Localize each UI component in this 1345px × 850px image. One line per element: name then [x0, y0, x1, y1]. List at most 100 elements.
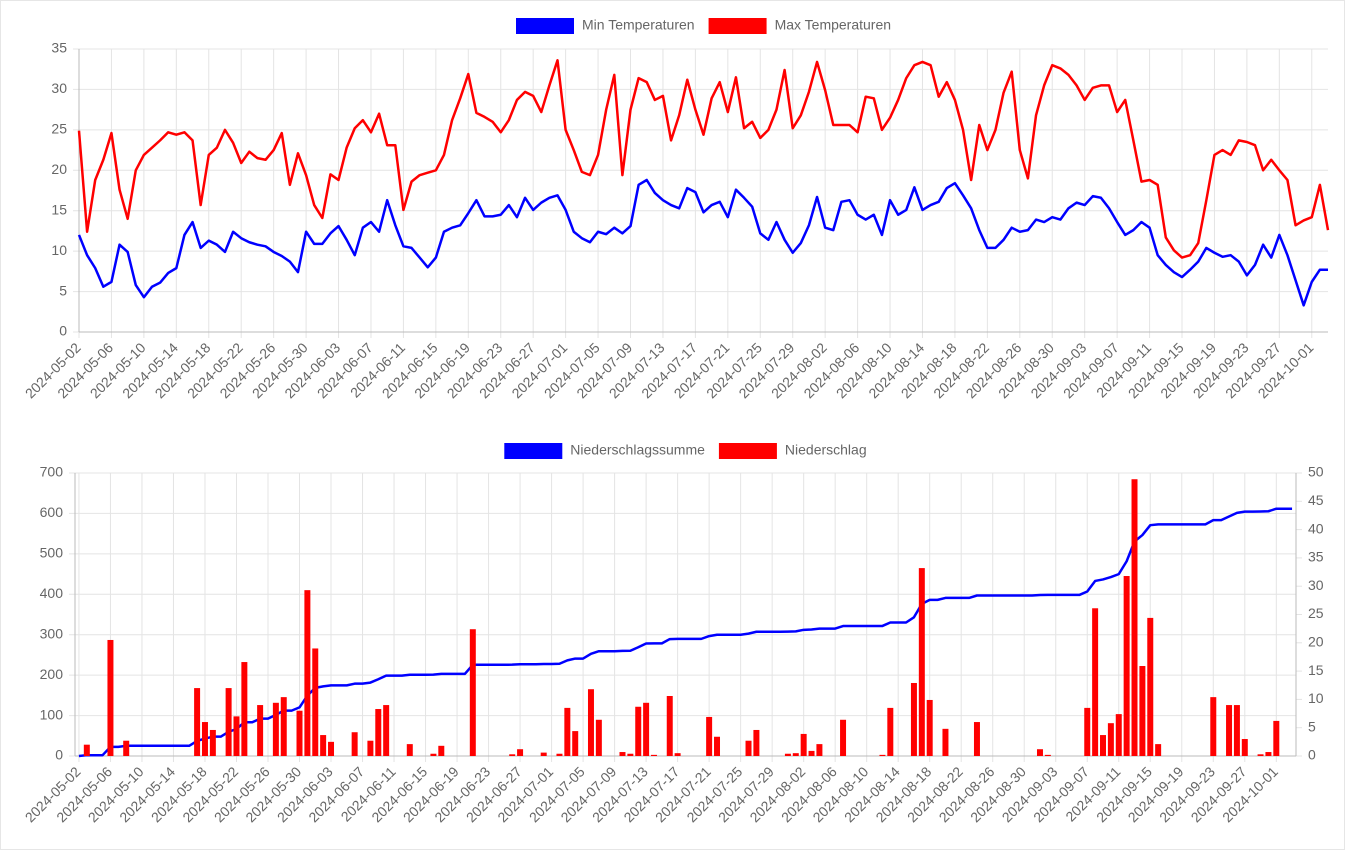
- bar: [1036, 749, 1043, 756]
- y-tick-label: 600: [40, 504, 64, 520]
- bar: [225, 688, 232, 756]
- line: [77, 178, 1328, 307]
- bar: [1257, 754, 1264, 756]
- bar: [753, 729, 760, 756]
- bar: [1241, 739, 1248, 756]
- bar: [1265, 752, 1272, 756]
- bar: [233, 716, 240, 756]
- legend-swatch: [718, 443, 777, 459]
- legend-label: Niederschlagssumme: [570, 442, 705, 458]
- bar: [1044, 754, 1051, 756]
- y2-tick-label: 40: [1308, 520, 1324, 536]
- bar: [209, 729, 216, 756]
- line: [77, 59, 1330, 259]
- bar: [257, 705, 264, 756]
- bar: [635, 706, 642, 756]
- y-tick-label: 300: [40, 625, 64, 641]
- bar: [918, 568, 925, 756]
- y2-tick-label: 0: [1308, 747, 1316, 763]
- bar: [650, 754, 657, 756]
- bar: [784, 753, 791, 756]
- bar: [816, 744, 823, 756]
- bar: [304, 590, 311, 756]
- bar: [595, 719, 602, 756]
- bar: [879, 754, 886, 756]
- bar: [517, 749, 524, 756]
- bar: [320, 735, 327, 756]
- bar: [674, 753, 681, 756]
- bar: [564, 707, 571, 756]
- bar: [973, 722, 980, 756]
- y-tick-label: 35: [51, 40, 67, 56]
- bar: [509, 754, 516, 756]
- legend-swatch: [516, 18, 574, 34]
- legend-swatch: [504, 443, 563, 459]
- bar: [887, 707, 894, 756]
- bar: [1107, 723, 1114, 756]
- bar: [351, 732, 358, 756]
- bar: [556, 753, 563, 756]
- bar: [1123, 576, 1130, 756]
- bar: [328, 741, 335, 756]
- bar: [1084, 707, 1091, 756]
- bar: [587, 689, 594, 756]
- bar: [1273, 720, 1280, 756]
- bar: [201, 722, 208, 756]
- bar: [643, 702, 650, 756]
- bar: [1092, 608, 1099, 756]
- legend-label: Max Temperaturen: [775, 17, 891, 33]
- y2-tick-label: 45: [1308, 492, 1324, 508]
- y-tick-label: 15: [51, 201, 67, 217]
- bar: [1147, 617, 1154, 756]
- bar: [840, 719, 847, 756]
- bar: [367, 740, 374, 756]
- bar: [406, 744, 413, 756]
- bar: [272, 702, 279, 756]
- bar: [572, 731, 579, 756]
- bar: [296, 710, 303, 756]
- bar: [808, 750, 815, 756]
- bar: [706, 716, 713, 756]
- bar: [312, 648, 319, 756]
- y2-tick-label: 5: [1308, 718, 1316, 734]
- bar: [1210, 697, 1217, 756]
- bar: [1226, 705, 1233, 756]
- bar: [540, 752, 547, 756]
- legend-swatch: [708, 18, 767, 34]
- bar: [714, 736, 721, 756]
- y-tick-label: 0: [59, 323, 67, 339]
- y-tick-label: 25: [51, 121, 67, 137]
- y2-tick-label: 10: [1308, 690, 1324, 706]
- bar: [627, 753, 634, 756]
- y2-tick-label: 25: [1308, 605, 1324, 621]
- bar: [800, 733, 807, 756]
- bar: [926, 699, 933, 756]
- y2-tick-label: 35: [1308, 549, 1324, 565]
- bar: [1131, 479, 1138, 756]
- legend: Niederschlagssumme Niederschlag: [504, 442, 867, 459]
- y2-tick-label: 50: [1308, 464, 1324, 480]
- y-tick-label: 100: [40, 706, 64, 722]
- bar: [430, 753, 437, 756]
- bar: [280, 697, 287, 756]
- bar: [666, 696, 673, 756]
- bar: [1233, 705, 1240, 756]
- legend: Min Temperaturen Max Temperaturen: [516, 17, 891, 34]
- bar: [1155, 744, 1162, 756]
- y2-tick-label: 30: [1308, 577, 1324, 593]
- bar: [745, 740, 752, 756]
- y-tick-label: 400: [40, 585, 64, 601]
- y-tick-label: 700: [40, 464, 64, 480]
- bar: [619, 752, 626, 756]
- y-tick-label: 20: [51, 161, 67, 177]
- bar: [375, 709, 382, 756]
- bar: [1139, 666, 1146, 756]
- y-tick-label: 0: [55, 747, 63, 763]
- bar: [469, 629, 476, 756]
- bar: [438, 745, 445, 756]
- bar: [123, 740, 130, 756]
- bar: [1115, 714, 1122, 756]
- y-tick-label: 30: [51, 80, 67, 96]
- bar: [383, 705, 390, 756]
